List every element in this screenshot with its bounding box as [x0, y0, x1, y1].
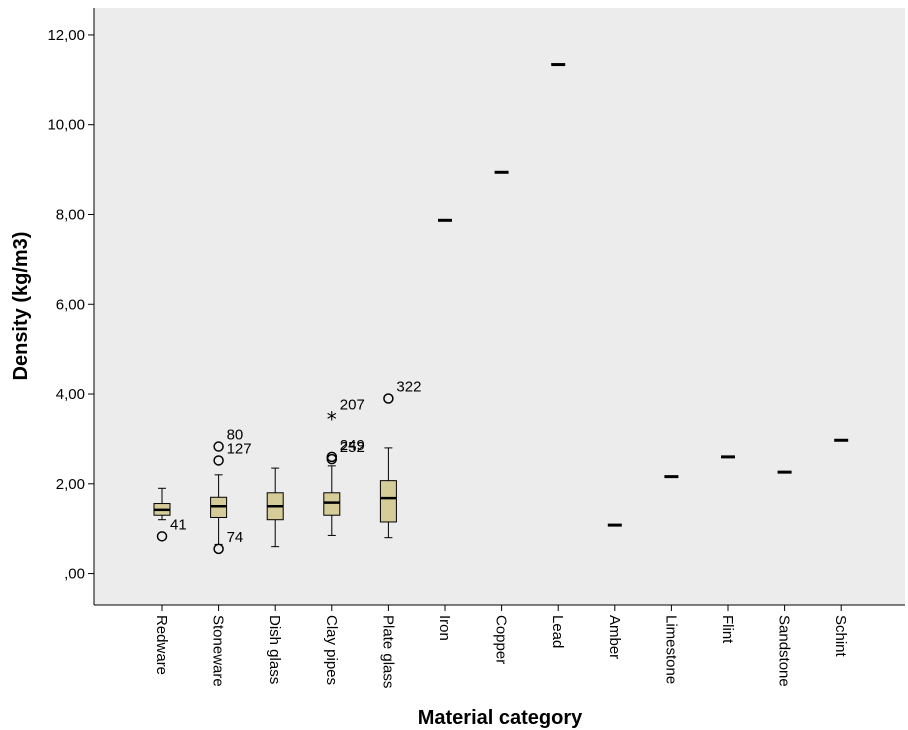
category-label: Flint	[719, 615, 736, 644]
y-axis-title: Density (kg/m3)	[10, 232, 32, 381]
y-tick-label: 10,00	[47, 117, 85, 134]
category-label: Plate glass	[379, 615, 396, 688]
category-label: Limestone	[662, 615, 679, 684]
category-label: Iron	[436, 615, 453, 641]
category-label: Amber	[606, 615, 623, 659]
outlier-marker	[213, 543, 224, 555]
y-tick-label: 8,00	[56, 206, 85, 223]
outlier-marker	[213, 441, 224, 452]
outlier-label: 322	[396, 379, 421, 396]
category-label: Clay pipes	[323, 615, 340, 685]
category-label: Schint	[832, 615, 849, 658]
plot-area	[94, 8, 905, 605]
y-tick-label: ,00	[64, 566, 85, 583]
outlier-label: 249	[340, 437, 365, 454]
outlier-marker	[383, 393, 394, 404]
outlier-label: 252	[340, 439, 365, 456]
y-tick-label: 2,00	[56, 476, 85, 493]
outlier-label: 207	[340, 396, 365, 413]
y-tick-label: 12,00	[47, 27, 85, 44]
box	[323, 492, 341, 516]
outlier-marker	[213, 455, 224, 466]
category-label: Stoneware	[210, 615, 227, 687]
y-tick-label: 6,00	[56, 296, 85, 313]
y-tick-label: 4,00	[56, 386, 85, 403]
x-axis-title: Material category	[418, 707, 583, 729]
category-label: Lead	[549, 615, 566, 648]
box	[379, 480, 397, 523]
outlier-label: 41	[170, 516, 187, 533]
category-label: Copper	[493, 615, 510, 664]
extreme-outlier-marker: *	[327, 407, 337, 431]
category-label: Sandstone	[776, 615, 793, 687]
outlier-label: 127	[227, 440, 252, 457]
category-label: Redware	[153, 615, 170, 675]
outlier-marker	[326, 453, 338, 465]
outlier-label: 80	[227, 427, 244, 444]
category-label: Dish glass	[266, 615, 283, 684]
outlier-label: 74	[227, 529, 244, 546]
outlier-marker	[156, 531, 168, 542]
